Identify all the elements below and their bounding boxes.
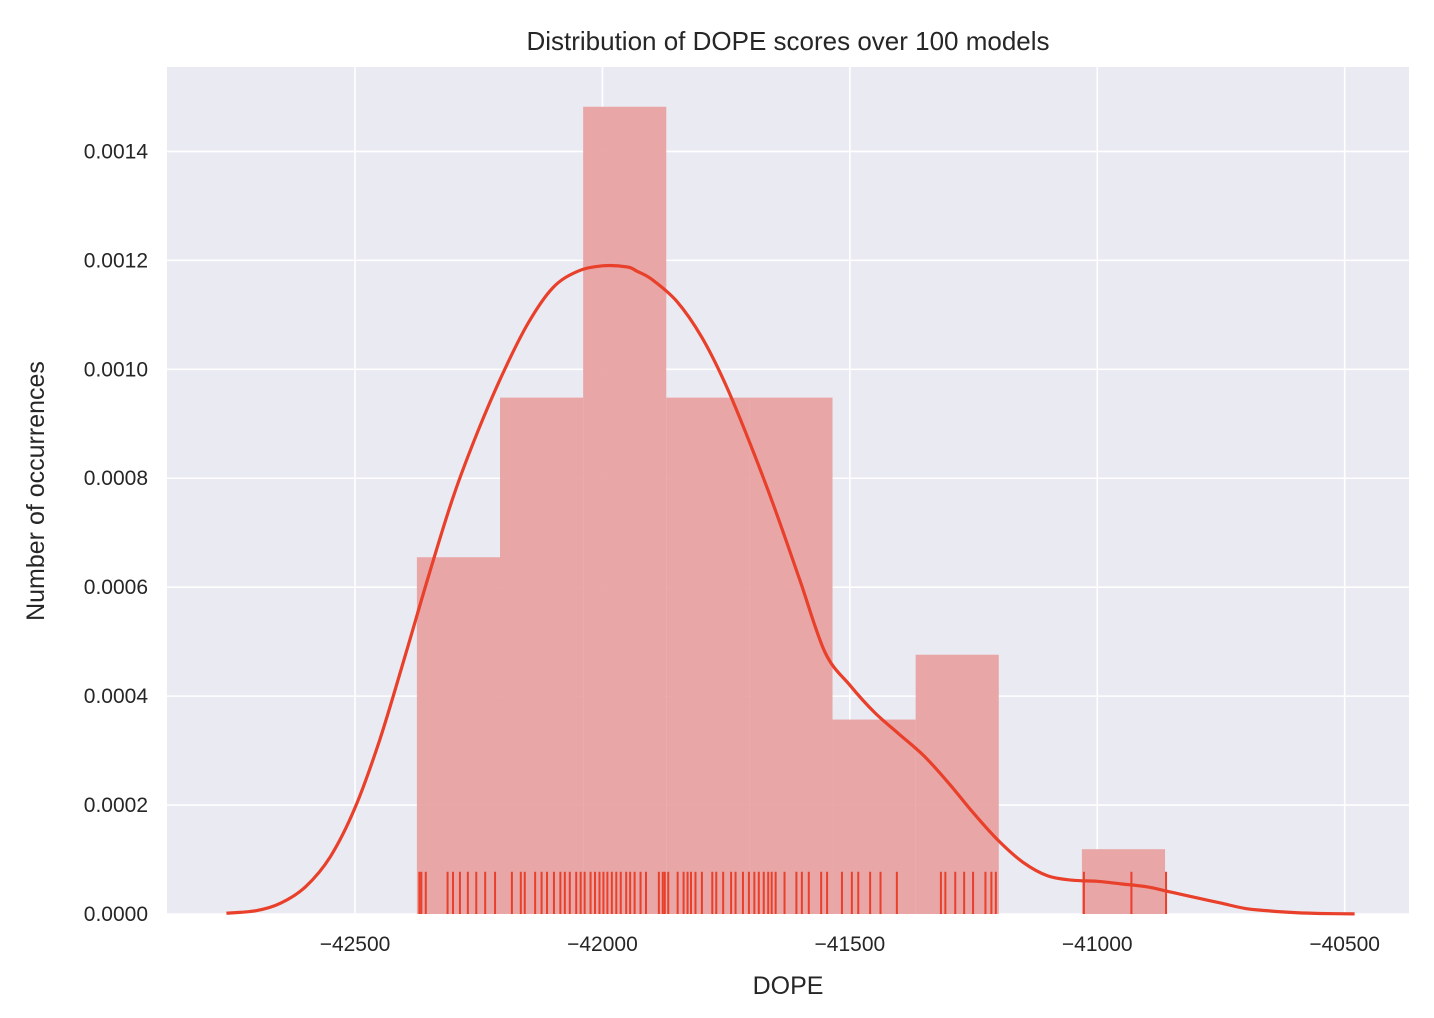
- chart-title: Distribution of DOPE scores over 100 mod…: [526, 26, 1049, 56]
- x-tick-label: −41500: [815, 933, 886, 956]
- y-tick-label: 0.0008: [84, 467, 148, 490]
- y-tick-label: 0.0006: [84, 576, 148, 599]
- x-tick-label: −42500: [320, 933, 391, 956]
- histogram-bar: [915, 654, 999, 914]
- histogram-bars: [416, 106, 1166, 915]
- x-tick-label: −42000: [567, 933, 638, 956]
- y-tick-label: 0.0002: [84, 794, 148, 817]
- x-tick-label: −40500: [1309, 933, 1380, 956]
- histogram-bar: [832, 719, 916, 914]
- histogram-bar: [416, 557, 501, 914]
- histogram-bar: [500, 397, 584, 914]
- x-tick-label: −41000: [1062, 933, 1133, 956]
- y-tick-label: 0.0014: [84, 140, 149, 163]
- histogram-bar: [583, 106, 667, 915]
- y-axis-ticks: 0.0000 0.0002 0.0004 0.0006 0.0008 0.0010 0.00…: [84, 140, 149, 926]
- y-tick-label: 0.0010: [84, 358, 148, 381]
- histogram-bar: [749, 397, 833, 914]
- x-axis-label: DOPE: [753, 972, 824, 1000]
- x-axis-ticks: −42500 −42000 −41500 −41000 −40500: [320, 933, 1380, 956]
- y-tick-label: 0.0000: [84, 903, 148, 926]
- y-tick-label: 0.0012: [84, 249, 148, 272]
- y-tick-label: 0.0004: [84, 685, 149, 708]
- kde-curve: [226, 263, 1355, 916]
- rug-marks: [418, 871, 1168, 914]
- histogram-bar: [666, 397, 750, 914]
- y-axis-label: Number of occurrences: [22, 361, 50, 621]
